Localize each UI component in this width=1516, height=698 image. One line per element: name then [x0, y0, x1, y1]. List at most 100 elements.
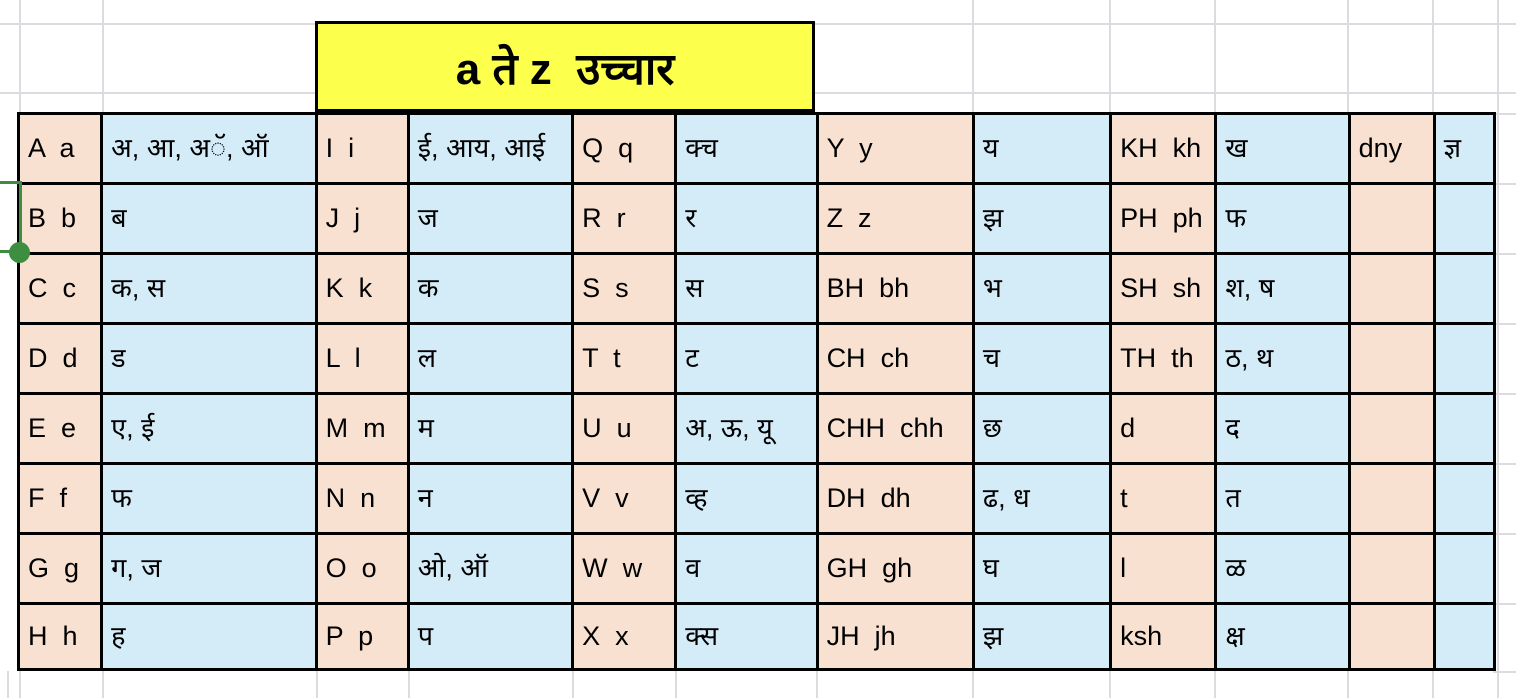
cell-value[interactable]: ठ, थ: [1214, 322, 1351, 395]
cell-letter[interactable]: S s: [571, 252, 678, 325]
cell-letter[interactable]: PH ph: [1109, 182, 1218, 255]
cell-letter[interactable]: O o: [314, 532, 410, 605]
cell-value[interactable]: क्च: [674, 112, 819, 185]
cell-value[interactable]: स: [674, 252, 819, 325]
cell-value[interactable]: ग, ज: [100, 532, 318, 605]
cell-letter[interactable]: [1347, 392, 1436, 465]
cell-letter[interactable]: ksh: [1109, 602, 1218, 671]
cell-letter[interactable]: BH bh: [815, 252, 975, 325]
gridline: [1493, 323, 1516, 325]
cell-letter[interactable]: dny: [1347, 112, 1436, 185]
cell-letter[interactable]: G g: [16, 532, 104, 605]
cell-value[interactable]: [1432, 392, 1497, 465]
cell-letter[interactable]: B b: [16, 182, 104, 255]
cell-value[interactable]: [1432, 532, 1497, 605]
cell-value[interactable]: भ: [971, 252, 1113, 325]
cell-letter[interactable]: SH sh: [1109, 252, 1218, 325]
sheet-title-cell[interactable]: a ते z उच्चार: [315, 21, 815, 112]
cell-value[interactable]: [1432, 322, 1497, 395]
cell-letter[interactable]: GH gh: [815, 532, 975, 605]
cell-letter[interactable]: TH th: [1109, 322, 1218, 395]
cell-value[interactable]: [1432, 182, 1497, 255]
cell-letter[interactable]: [1347, 462, 1436, 535]
cell-value[interactable]: ल: [406, 322, 575, 395]
cell-value[interactable]: ज: [406, 182, 575, 255]
cell-letter[interactable]: [1347, 532, 1436, 605]
cell-letter[interactable]: H h: [16, 602, 104, 671]
cell-value[interactable]: ए, ई: [100, 392, 318, 465]
cell-letter[interactable]: X x: [571, 602, 678, 671]
cell-letter[interactable]: T t: [571, 322, 678, 395]
cell-value[interactable]: क्ष: [1214, 602, 1351, 671]
cell-letter[interactable]: P p: [314, 602, 410, 671]
cell-value[interactable]: द: [1214, 392, 1351, 465]
cell-value[interactable]: झ: [971, 602, 1113, 671]
cell-value[interactable]: क: [406, 252, 575, 325]
cell-letter[interactable]: [1347, 322, 1436, 395]
cell-value[interactable]: श, ष: [1214, 252, 1351, 325]
cell-value[interactable]: ट: [674, 322, 819, 395]
cell-letter[interactable]: L l: [314, 322, 410, 395]
cell-value[interactable]: क, स: [100, 252, 318, 325]
cell-value[interactable]: अ, ऊ, यू: [674, 392, 819, 465]
cell-value[interactable]: र: [674, 182, 819, 255]
cell-value[interactable]: न: [406, 462, 575, 535]
cell-letter[interactable]: K k: [314, 252, 410, 325]
cell-letter[interactable]: D d: [16, 322, 104, 395]
cell-letter[interactable]: CHH chh: [815, 392, 975, 465]
cell-value[interactable]: झ: [971, 182, 1113, 255]
cell-letter[interactable]: V v: [571, 462, 678, 535]
cell-letter[interactable]: CH ch: [815, 322, 975, 395]
cell-value[interactable]: ब: [100, 182, 318, 255]
cell-letter[interactable]: W w: [571, 532, 678, 605]
cell-value[interactable]: फ: [1214, 182, 1351, 255]
cell-letter[interactable]: E e: [16, 392, 104, 465]
cell-letter[interactable]: KH kh: [1109, 112, 1218, 185]
cell-value[interactable]: ह: [100, 602, 318, 671]
cell-letter[interactable]: [1347, 182, 1436, 255]
cell-letter[interactable]: I i: [314, 112, 410, 185]
cell-value[interactable]: ळ: [1214, 532, 1351, 605]
cell-value[interactable]: ढ, ध: [971, 462, 1113, 535]
cell-letter[interactable]: DH dh: [815, 462, 975, 535]
cell-letter[interactable]: U u: [571, 392, 678, 465]
cell-value[interactable]: ओ, ऑ: [406, 532, 575, 605]
cell-letter[interactable]: d: [1109, 392, 1218, 465]
cell-letter[interactable]: R r: [571, 182, 678, 255]
cell-value[interactable]: ख: [1214, 112, 1351, 185]
cell-value[interactable]: [1432, 252, 1497, 325]
cell-letter[interactable]: t: [1109, 462, 1218, 535]
cell-letter[interactable]: A a: [16, 112, 104, 185]
cell-letter[interactable]: J j: [314, 182, 410, 255]
cell-letter[interactable]: [1347, 252, 1436, 325]
cell-letter[interactable]: JH jh: [815, 602, 975, 671]
gridline: [972, 0, 974, 113]
cell-letter[interactable]: F f: [16, 462, 104, 535]
selection-fill-handle[interactable]: [9, 242, 30, 263]
cell-value[interactable]: च: [971, 322, 1113, 395]
cell-letter[interactable]: [1347, 602, 1436, 671]
cell-value[interactable]: त: [1214, 462, 1351, 535]
cell-letter[interactable]: l: [1109, 532, 1218, 605]
cell-value[interactable]: अ, आ, अॅ, ऑ: [100, 112, 318, 185]
cell-value[interactable]: फ: [100, 462, 318, 535]
cell-letter[interactable]: C c: [16, 252, 104, 325]
cell-letter[interactable]: N n: [314, 462, 410, 535]
cell-value[interactable]: व: [674, 532, 819, 605]
cell-value[interactable]: [1432, 462, 1497, 535]
cell-value[interactable]: [1432, 602, 1497, 671]
cell-value[interactable]: म: [406, 392, 575, 465]
cell-value[interactable]: ई, आय, आई: [406, 112, 575, 185]
cell-value[interactable]: य: [971, 112, 1113, 185]
cell-value[interactable]: घ: [971, 532, 1113, 605]
cell-letter[interactable]: Q q: [571, 112, 678, 185]
cell-value[interactable]: छ: [971, 392, 1113, 465]
cell-letter[interactable]: Y y: [815, 112, 975, 185]
cell-value[interactable]: ड: [100, 322, 318, 395]
cell-value[interactable]: क्स: [674, 602, 819, 671]
cell-letter[interactable]: Z z: [815, 182, 975, 255]
cell-letter[interactable]: M m: [314, 392, 410, 465]
cell-value[interactable]: ज्ञ: [1432, 112, 1497, 185]
cell-value[interactable]: प: [406, 602, 575, 671]
cell-value[interactable]: व्ह: [674, 462, 819, 535]
